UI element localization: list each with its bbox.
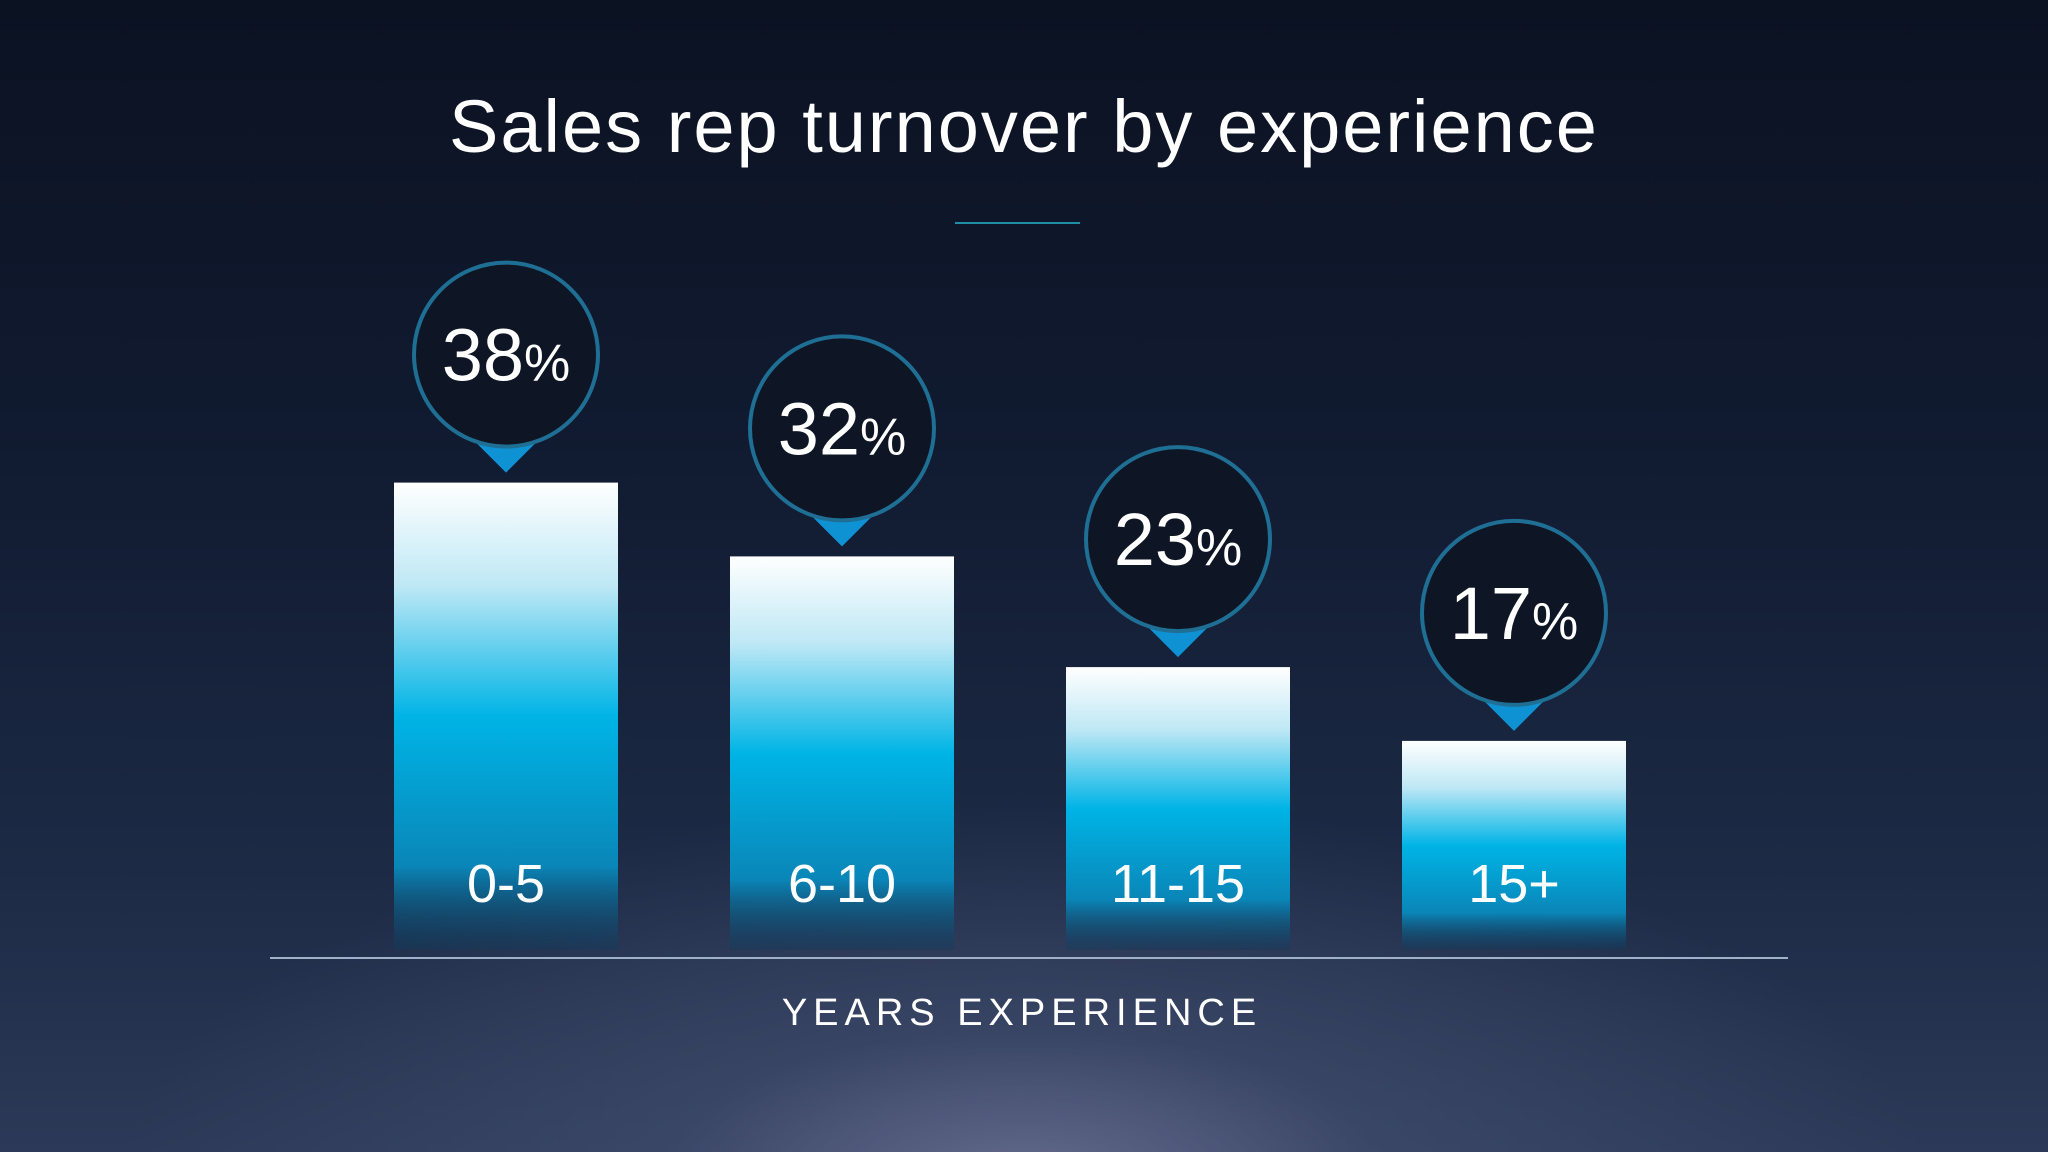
bubble-circle bbox=[1084, 445, 1272, 634]
bar-6-10 bbox=[730, 556, 954, 950]
data-label: 23% bbox=[1114, 498, 1243, 581]
bubble-pointer bbox=[1148, 627, 1208, 658]
bar-11-15 bbox=[1066, 667, 1290, 950]
x-axis-label: YEARS EXPERIENCE bbox=[782, 992, 1262, 1034]
bar-0-5 bbox=[394, 482, 618, 950]
category-label: 0-5 bbox=[467, 854, 545, 914]
value-bubble: 38% bbox=[412, 260, 600, 473]
category-label: 15+ bbox=[1468, 854, 1560, 914]
bubble-pointer bbox=[476, 442, 536, 473]
data-label: 38% bbox=[442, 314, 571, 397]
value-bubble: 32% bbox=[748, 334, 936, 547]
bubble-circle bbox=[748, 334, 936, 523]
chart-title: Sales rep turnover by experience bbox=[449, 85, 1599, 168]
value-bubble: 23% bbox=[1084, 445, 1272, 658]
data-label: 17% bbox=[1450, 572, 1579, 655]
category-label: 6-10 bbox=[788, 854, 896, 914]
value-bubble: 17% bbox=[1420, 518, 1608, 731]
category-label: 11-15 bbox=[1111, 854, 1245, 914]
bubble-circle bbox=[1420, 518, 1608, 707]
bars-layer bbox=[394, 482, 1626, 950]
bar-15+ bbox=[1402, 740, 1626, 950]
value-labels-layer: 38% 32% 23% 17% bbox=[412, 260, 1608, 731]
bubble-circle bbox=[412, 260, 600, 449]
category-labels-layer: 0-5 6-10 11-15 15+ bbox=[467, 854, 1560, 914]
bubble-pointer bbox=[812, 516, 872, 547]
data-label: 32% bbox=[778, 387, 907, 470]
bubble-pointer bbox=[1484, 700, 1544, 731]
